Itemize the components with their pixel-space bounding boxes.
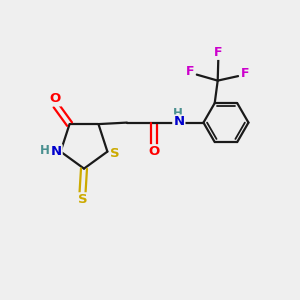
Text: S: S [110,147,120,160]
Text: N: N [50,145,62,158]
Text: N: N [173,116,184,128]
Text: F: F [186,65,194,78]
Text: F: F [214,46,223,59]
Text: H: H [40,144,50,157]
Text: F: F [241,67,249,80]
Text: O: O [50,92,61,105]
Text: S: S [78,193,87,206]
Text: H: H [173,107,183,120]
Text: O: O [148,145,160,158]
